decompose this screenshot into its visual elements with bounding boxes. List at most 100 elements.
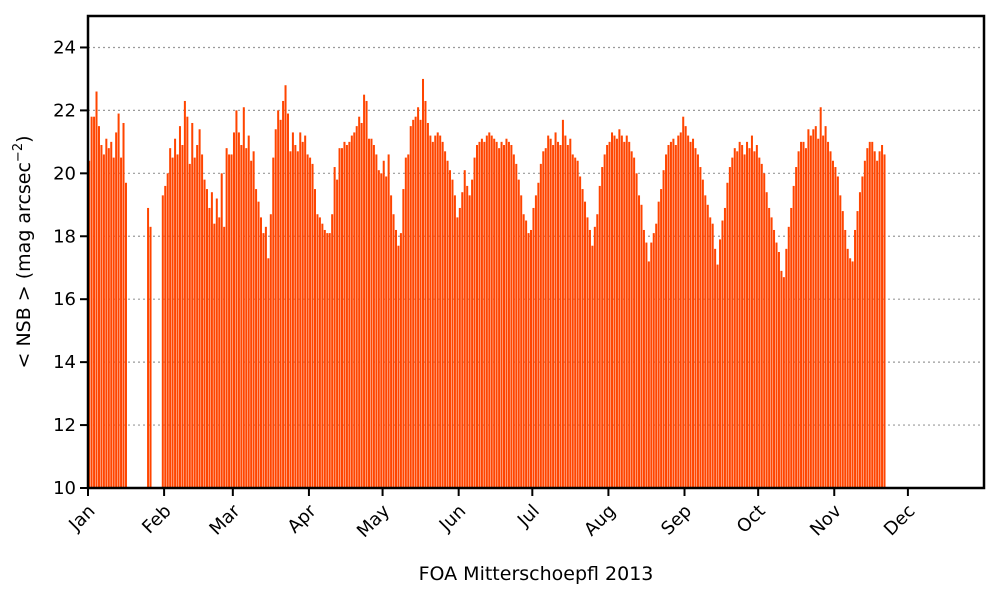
bar <box>390 195 393 489</box>
bar <box>372 145 375 488</box>
x-axis-title: FOA Mitterschoepfl 2013 <box>419 563 654 585</box>
bar <box>608 141 611 488</box>
bar <box>498 148 501 488</box>
bar <box>348 141 351 488</box>
bar <box>854 229 857 488</box>
bar <box>660 189 663 488</box>
bar <box>321 223 324 488</box>
bar <box>313 189 316 488</box>
x-tick-label: Aug <box>580 501 620 541</box>
bar <box>559 145 562 488</box>
bar <box>611 132 614 488</box>
bar <box>178 126 181 488</box>
bar <box>505 138 508 488</box>
bar <box>446 160 449 488</box>
bar <box>350 135 353 488</box>
bar <box>623 141 626 488</box>
bar <box>495 141 498 488</box>
bar <box>429 135 432 488</box>
bar <box>883 154 886 488</box>
bar <box>120 157 123 488</box>
bar <box>790 207 793 488</box>
x-tick-label: Sep <box>657 501 696 540</box>
bar <box>871 141 874 488</box>
bar <box>878 151 881 488</box>
bar <box>510 145 513 488</box>
bar <box>839 195 842 489</box>
bar <box>674 145 677 488</box>
bar <box>591 245 594 488</box>
bar <box>640 204 643 489</box>
bar <box>105 138 108 488</box>
bar <box>709 217 712 488</box>
bar <box>340 148 343 488</box>
bar <box>741 145 744 488</box>
bar <box>250 160 253 488</box>
bar <box>392 214 395 489</box>
bar <box>549 138 552 488</box>
bar <box>375 154 378 488</box>
bar <box>868 141 871 488</box>
bar <box>272 157 275 488</box>
bar <box>485 135 488 488</box>
bar <box>831 160 834 488</box>
bar <box>836 176 839 489</box>
bar <box>552 145 555 488</box>
bar <box>792 185 795 489</box>
bar <box>466 185 469 489</box>
y-tick-label: 20 <box>53 163 76 184</box>
bar <box>237 132 240 488</box>
bar <box>537 182 540 488</box>
bar <box>802 141 805 488</box>
bar <box>738 141 741 488</box>
bar <box>311 163 314 488</box>
bar <box>817 138 820 488</box>
bar <box>586 217 589 488</box>
bar <box>336 179 339 488</box>
bar <box>581 189 584 488</box>
bar <box>731 157 734 488</box>
bar <box>672 138 675 488</box>
bar <box>576 160 579 488</box>
bar <box>188 163 191 488</box>
bar <box>370 138 373 488</box>
bar <box>385 176 388 489</box>
bar <box>473 157 476 488</box>
bar <box>245 148 248 488</box>
bar <box>795 167 798 489</box>
bar <box>522 214 525 489</box>
y-axis-title: < NSB > (mag arcsec−2) <box>11 135 35 368</box>
bar <box>554 132 557 488</box>
bar <box>684 126 687 488</box>
bar <box>444 151 447 488</box>
bar <box>367 138 370 488</box>
bar <box>97 126 100 488</box>
bar <box>193 157 196 488</box>
x-tick-label: Jun <box>435 501 470 536</box>
bar <box>650 242 653 488</box>
bar <box>647 261 650 488</box>
bar <box>176 154 179 488</box>
bar <box>881 145 884 488</box>
bar <box>520 195 523 489</box>
bar <box>493 138 496 488</box>
bar <box>775 242 778 488</box>
bar <box>215 198 218 488</box>
bar <box>208 207 211 488</box>
bar <box>667 145 670 488</box>
bar <box>777 252 780 488</box>
bar <box>434 135 437 488</box>
bar <box>716 264 719 488</box>
bar <box>564 135 567 488</box>
y-tick-label: 16 <box>53 289 76 310</box>
bar <box>424 100 427 489</box>
bar <box>851 261 854 488</box>
bar <box>517 179 520 488</box>
bar <box>247 135 250 488</box>
bar <box>191 122 194 489</box>
bar <box>758 157 761 488</box>
bar <box>198 129 201 488</box>
bar <box>218 217 221 488</box>
bar <box>642 229 645 488</box>
bar <box>439 135 442 488</box>
